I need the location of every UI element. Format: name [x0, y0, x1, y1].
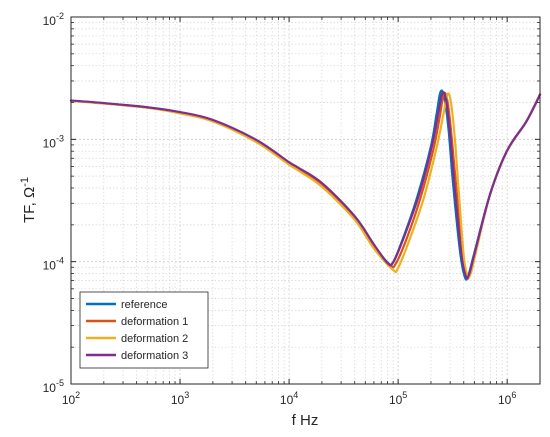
ticks-layer [70, 16, 540, 385]
series-line-3 [69, 91, 542, 280]
x-tick-base: 10 [171, 393, 185, 407]
y-tick-label-0: 10-5 [43, 378, 64, 395]
x-tick-exp: 3 [184, 390, 189, 400]
y-tick-labels: 10-510-410-310-2 [43, 11, 64, 395]
y-tick-exp: -4 [56, 256, 64, 266]
y-tick-base: 10 [43, 136, 57, 150]
y-tick-exp: -2 [56, 11, 64, 21]
series-layer [69, 89, 542, 281]
x-tick-exp: 4 [293, 390, 298, 400]
y-axis-label-exp: -1 [19, 177, 31, 187]
x-tick-exp: 6 [511, 390, 516, 400]
series-line-2 [69, 92, 542, 279]
x-tick-exp: 5 [402, 390, 407, 400]
x-tick-label-2: 104 [280, 390, 298, 407]
y-tick-exp: -5 [56, 378, 64, 388]
y-tick-base: 10 [43, 259, 57, 273]
legend-label-0: reference [121, 299, 167, 311]
x-tick-base: 10 [280, 393, 294, 407]
y-tick-label-1: 10-4 [43, 256, 64, 273]
legend-label-3: deformation 3 [121, 350, 188, 362]
x-tick-base: 10 [389, 393, 403, 407]
y-tick-base: 10 [43, 381, 57, 395]
y-tick-base: 10 [43, 14, 57, 28]
legend-label-1: deformation 1 [121, 316, 188, 328]
legend-label-2: deformation 2 [121, 333, 188, 345]
legend: reference deformation 1 deformation 2 defor… [79, 291, 209, 369]
x-tick-exp: 2 [75, 390, 80, 400]
x-tick-label-3: 105 [389, 390, 407, 407]
plot-frame [70, 16, 541, 385]
y-axis-label-main: TF, Ω [21, 187, 38, 223]
x-tick-labels: 102 103 104 105 106 [62, 390, 517, 407]
y-axis-label: TF, Ω-1 [19, 177, 38, 223]
x-tick-label-1: 103 [171, 390, 189, 407]
x-axis-label: f Hz [292, 412, 319, 429]
x-tick-label-0: 102 [62, 390, 80, 407]
x-tick-label-4: 106 [498, 390, 516, 407]
x-tick-base: 10 [498, 393, 512, 407]
y-tick-exp: -3 [56, 133, 64, 143]
y-tick-label-3: 10-2 [43, 11, 64, 28]
y-tick-label-2: 10-3 [43, 133, 64, 150]
x-tick-base: 10 [62, 393, 76, 407]
